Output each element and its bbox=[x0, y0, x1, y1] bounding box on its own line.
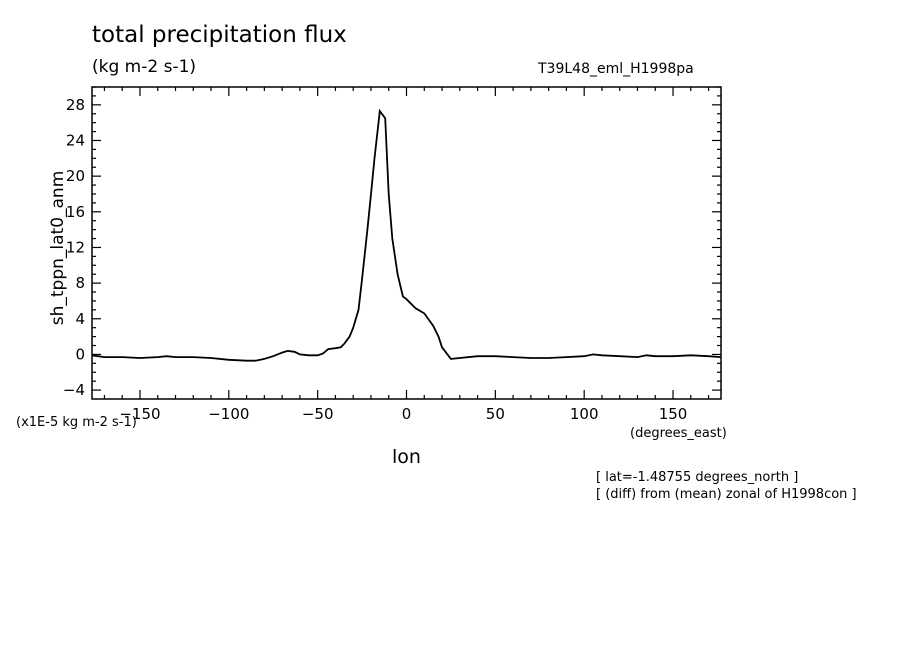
series-line bbox=[91, 108, 722, 362]
x-tick-label: 0 bbox=[402, 405, 412, 423]
y-tick-label: 20 bbox=[66, 167, 85, 185]
y-tick-label: 24 bbox=[66, 131, 85, 149]
experiment-label: T39L48_eml_H1998pa bbox=[538, 61, 694, 77]
x-tick-label: −50 bbox=[302, 405, 334, 423]
plot-frame bbox=[91, 86, 722, 400]
y-tick-label: 12 bbox=[66, 238, 85, 256]
difference-note: [ (diff) from (mean) zonal of H1998con ] bbox=[596, 487, 857, 502]
tick-labels: −150 −100 −50 0 50 100 150 −4 0 4 8 12 16 20 24 28 bbox=[63, 96, 687, 423]
x-tick-label: −100 bbox=[208, 405, 249, 423]
x-axis-label: lon bbox=[392, 446, 421, 468]
x-tick-label: 100 bbox=[570, 405, 599, 423]
y-scale-note: (x1E-5 kg m-2 s-1) bbox=[16, 415, 137, 430]
x-tick-label: 150 bbox=[659, 405, 688, 423]
y-tick-label: 16 bbox=[66, 203, 85, 221]
latitude-note: [ lat=-1.48755 degrees_north ] bbox=[596, 470, 799, 485]
x-tick-label: −150 bbox=[119, 405, 160, 423]
chart-units: (kg m-2 s-1) bbox=[92, 57, 197, 77]
y-tick-label: 28 bbox=[66, 96, 85, 114]
y-tick-label: −4 bbox=[63, 381, 85, 399]
y-tick-label: 8 bbox=[75, 274, 85, 292]
y-tick-label: 0 bbox=[75, 345, 85, 363]
x-axis-units: (degrees_east) bbox=[630, 426, 727, 441]
x-tick-label: 50 bbox=[486, 405, 505, 423]
chart-title: total precipitation flux bbox=[92, 22, 347, 48]
y-tick-label: 4 bbox=[75, 310, 85, 328]
axis-ticks bbox=[92, 86, 721, 399]
